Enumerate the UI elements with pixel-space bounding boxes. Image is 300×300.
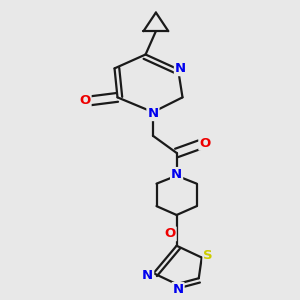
Text: N: N	[142, 269, 153, 282]
Text: N: N	[147, 107, 158, 120]
Text: S: S	[203, 249, 213, 262]
Text: O: O	[80, 94, 91, 107]
Text: O: O	[200, 137, 211, 150]
Text: N: N	[171, 168, 182, 181]
Text: N: N	[172, 283, 184, 296]
Text: N: N	[175, 62, 186, 75]
Text: O: O	[164, 227, 176, 240]
